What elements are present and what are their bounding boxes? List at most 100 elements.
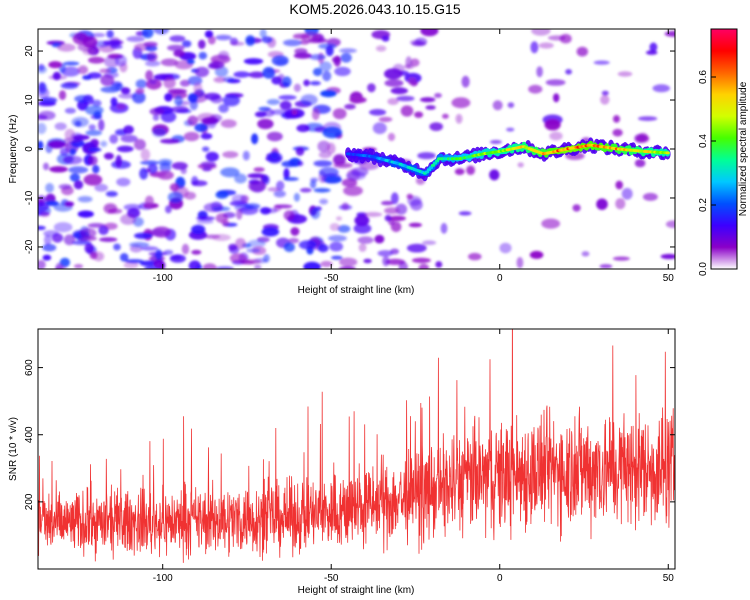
heatmap-cell bbox=[73, 264, 84, 269]
colorbar-tick-label: 0.0 bbox=[698, 262, 709, 276]
heatmap-cell bbox=[303, 261, 321, 269]
heatmap-cell bbox=[261, 36, 273, 44]
colorbar-tick-label: 0.2 bbox=[698, 198, 709, 212]
heatmap-cell bbox=[187, 115, 198, 126]
heatmap-cell bbox=[48, 140, 65, 149]
heatmap-cell bbox=[322, 70, 332, 82]
colorbar-ticks: 0.0 0.2 0.4 0.6 bbox=[698, 70, 716, 276]
heatmap-cell bbox=[160, 138, 180, 144]
heatmap-cell bbox=[85, 129, 102, 136]
heatmap-cell bbox=[160, 111, 177, 123]
heatmap-cell bbox=[160, 58, 179, 67]
y-tick-label: 200 bbox=[24, 493, 35, 510]
heatmap-cell bbox=[283, 177, 299, 181]
heatmap-cell bbox=[38, 140, 44, 150]
heatmap-cell bbox=[541, 218, 561, 229]
heatmap-cell bbox=[544, 119, 561, 131]
x-tick-label: 50 bbox=[663, 573, 675, 584]
heatmap-cell bbox=[267, 187, 280, 192]
heatmap-cell bbox=[384, 207, 400, 215]
heatmap-cell bbox=[169, 254, 186, 263]
heatmap-cell bbox=[384, 79, 404, 87]
heatmap-cell bbox=[123, 125, 134, 134]
heatmap-cell bbox=[188, 260, 201, 269]
heatmap-cell bbox=[293, 83, 301, 93]
heatmap-cell bbox=[581, 251, 590, 257]
heatmap-cell bbox=[40, 212, 50, 218]
heatmap-cell bbox=[411, 257, 431, 264]
heatmap-cell bbox=[88, 56, 105, 64]
heatmap-cell bbox=[186, 59, 195, 65]
heatmap-cell bbox=[103, 152, 114, 160]
heatmap-cell bbox=[517, 162, 524, 168]
heatmap-cell bbox=[649, 42, 658, 52]
heatmap-cell bbox=[244, 203, 261, 210]
heatmap-cell bbox=[84, 242, 94, 254]
heatmap-cell bbox=[317, 244, 329, 253]
heatmap-cell bbox=[549, 131, 563, 141]
heatmap-cell bbox=[91, 99, 102, 107]
heatmap-cell bbox=[340, 53, 352, 63]
heatmap-cell bbox=[617, 71, 633, 77]
heatmap-cell bbox=[169, 35, 186, 42]
heatmap-cell bbox=[292, 34, 311, 40]
heatmap-cell bbox=[329, 241, 344, 252]
heatmap-cell bbox=[442, 113, 449, 119]
heatmap-cell bbox=[332, 108, 347, 120]
heatmap-cell bbox=[152, 127, 167, 138]
heatmap-cell bbox=[74, 120, 82, 127]
heatmap-cell bbox=[236, 208, 243, 220]
heatmap-cell bbox=[283, 210, 295, 221]
heatmap-cell bbox=[273, 190, 286, 198]
ridge-core bbox=[428, 166, 434, 170]
heatmap-cell bbox=[266, 99, 280, 105]
heatmap-cell bbox=[72, 240, 92, 245]
heatmap-cell bbox=[297, 160, 304, 167]
heatmap-cell bbox=[248, 180, 267, 192]
heatmap-cell bbox=[279, 100, 292, 110]
heatmap-cell bbox=[72, 134, 90, 141]
heatmap-cell bbox=[612, 128, 623, 137]
heatmap-cell bbox=[507, 102, 515, 108]
heatmap-cell bbox=[77, 65, 89, 75]
heatmap-cell bbox=[196, 112, 217, 123]
heatmap-cell bbox=[283, 242, 295, 253]
heatmap-cell bbox=[167, 44, 185, 52]
heatmap-cell bbox=[417, 152, 436, 160]
heatmap-cell bbox=[60, 82, 79, 89]
heatmap-cell bbox=[278, 95, 297, 100]
heatmap-cell bbox=[213, 76, 227, 83]
heatmap-cell bbox=[319, 198, 328, 205]
heatmap-cell bbox=[293, 192, 300, 202]
heatmap-cell bbox=[270, 150, 279, 160]
heatmap-cell bbox=[254, 264, 262, 269]
heatmap-cell bbox=[126, 36, 145, 42]
heatmap-cell bbox=[189, 99, 198, 111]
y-tick-label: 10 bbox=[24, 94, 35, 106]
heatmap-cell bbox=[129, 241, 150, 248]
ridge-core bbox=[430, 163, 436, 167]
heatmap-cell bbox=[320, 90, 337, 98]
heatmap-cell bbox=[64, 128, 76, 141]
heatmap-cell bbox=[202, 167, 212, 172]
heatmap-cell bbox=[247, 173, 266, 179]
heatmap-cell bbox=[245, 35, 256, 46]
heatmap-cell bbox=[106, 29, 114, 39]
heatmap-cell bbox=[135, 79, 147, 89]
heatmap-cell bbox=[38, 65, 47, 74]
heatmap-cell bbox=[530, 41, 539, 54]
heatmap-cell bbox=[283, 168, 290, 180]
heatmap-cell bbox=[300, 94, 318, 106]
heatmap-cell bbox=[353, 223, 372, 234]
heatmap-cell bbox=[140, 148, 151, 161]
heatmap-cell bbox=[363, 258, 372, 264]
heatmap-cell bbox=[116, 177, 131, 187]
heatmap-cell bbox=[652, 84, 671, 93]
heatmap-cell bbox=[261, 227, 280, 237]
heatmap-cell bbox=[142, 29, 154, 39]
heatmap-cell bbox=[184, 191, 197, 200]
heatmap-cell bbox=[110, 44, 123, 50]
heatmap-cell bbox=[378, 116, 393, 123]
heatmap-cell bbox=[309, 180, 317, 189]
